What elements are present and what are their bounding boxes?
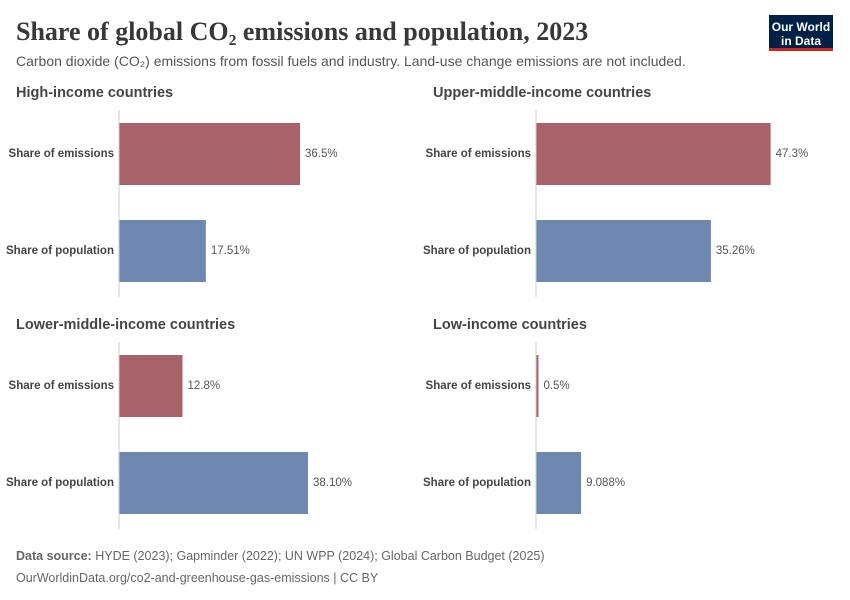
y-tick-label: Share of emissions	[426, 380, 531, 392]
y-tick-label: Share of emissions	[426, 148, 531, 160]
bar	[536, 123, 771, 185]
value-label: 38.10%	[313, 477, 352, 489]
y-tick-label: Share of population	[423, 245, 531, 257]
url: OurWorldinData.org/co2-and-greenhouse-ga…	[16, 571, 379, 585]
chart-title: Share of global CO₂ emissions and popula…	[16, 17, 588, 46]
value-label: 36.5%	[305, 148, 338, 160]
panel-title: High-income countries	[16, 85, 173, 101]
source: Data source: HYDE (2023); Gapminder (202…	[16, 549, 545, 563]
logo-box	[769, 15, 833, 51]
source-text: HYDE (2023); Gapminder (2022); UN WPP (2…	[95, 549, 544, 563]
subtitle: Carbon dioxide (CO₂) emissions from foss…	[16, 53, 686, 69]
source-label: Data source:	[16, 549, 92, 563]
bar	[536, 355, 539, 417]
panel-title: Lower-middle-income countries	[16, 317, 235, 333]
y-tick-label: Share of population	[423, 477, 531, 489]
y-tick-label: Share of emissions	[9, 148, 114, 160]
bar	[119, 452, 308, 514]
value-label: 0.5%	[543, 380, 569, 392]
y-tick-label: Share of emissions	[9, 380, 114, 392]
y-tick-label: Share of population	[6, 477, 114, 489]
logo-text: in Data	[781, 34, 821, 48]
bar	[119, 123, 301, 185]
value-label: 35.26%	[716, 245, 755, 257]
bar	[119, 355, 183, 417]
value-label: 9.088%	[586, 477, 625, 489]
value-label: 12.8%	[187, 380, 220, 392]
y-tick-label: Share of population	[6, 245, 114, 257]
logo-stripe	[769, 48, 833, 51]
bar	[536, 452, 582, 514]
panel-title: Upper-middle-income countries	[433, 85, 651, 101]
bar	[119, 220, 206, 282]
value-label: 17.51%	[211, 245, 250, 257]
bar	[536, 220, 711, 282]
logo-text: Our World	[772, 20, 830, 34]
panel-title: Low-income countries	[433, 317, 587, 333]
value-label: 47.3%	[776, 148, 809, 160]
